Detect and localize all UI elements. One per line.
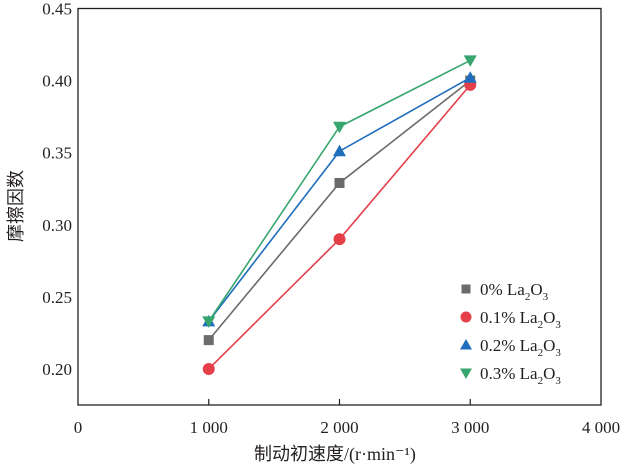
x-tick-label: 0 bbox=[74, 418, 83, 437]
y-tick-label: 0.35 bbox=[42, 144, 72, 163]
y-tick-label: 0.40 bbox=[42, 72, 72, 91]
marker-triangle-down bbox=[333, 121, 346, 134]
legend-item: 0.3% La2O3 bbox=[460, 364, 561, 387]
legend: 0% La2O3 0.1% La2O3 0.2% La2O3 0.3% La2O3 bbox=[460, 280, 561, 387]
y-tick-label: 0.45 bbox=[42, 0, 72, 19]
marker-triangle-up bbox=[463, 71, 477, 83]
legend-label: 0% La2O3 bbox=[480, 280, 549, 303]
x-tick-label: 4 000 bbox=[582, 418, 620, 437]
legend-label: 0.2% La2O3 bbox=[480, 336, 561, 359]
y-tick-label: 0.25 bbox=[42, 288, 72, 307]
series-0 bbox=[203, 75, 476, 346]
x-tick-label: 2 000 bbox=[320, 418, 358, 437]
y-tick-label: 0.30 bbox=[42, 216, 72, 235]
marker-circle bbox=[333, 233, 346, 246]
marker-triangle-down bbox=[202, 316, 216, 328]
legend-item: 0.2% La2O3 bbox=[460, 336, 561, 359]
legend-item: 0% La2O3 bbox=[461, 280, 549, 303]
legend-label: 0.3% La2O3 bbox=[480, 364, 561, 387]
x-tick-label: 1 000 bbox=[190, 418, 228, 437]
y-axis-label: 摩擦因数 bbox=[6, 170, 26, 242]
marker-square bbox=[461, 284, 471, 294]
marker-circle bbox=[202, 362, 215, 375]
series-3 bbox=[202, 55, 477, 328]
marker-circle bbox=[460, 311, 472, 323]
series-line bbox=[208, 79, 471, 341]
marker-triangle-up bbox=[460, 339, 472, 350]
marker-square bbox=[334, 177, 345, 188]
marker-triangle-up bbox=[333, 144, 346, 157]
legend-label: 0.1% La2O3 bbox=[480, 308, 561, 331]
legend-item: 0.1% La2O3 bbox=[460, 308, 561, 331]
y-tick-label: 0.20 bbox=[42, 360, 72, 379]
series-line bbox=[208, 77, 471, 322]
x-axis-label: 制动初速度/(r·min⁻¹) bbox=[254, 444, 416, 465]
marker-triangle-down bbox=[463, 55, 477, 67]
x-tick-label: 3 000 bbox=[451, 418, 489, 437]
series-2 bbox=[202, 71, 477, 327]
marker-triangle-down bbox=[460, 368, 472, 379]
marker-square bbox=[203, 335, 214, 346]
